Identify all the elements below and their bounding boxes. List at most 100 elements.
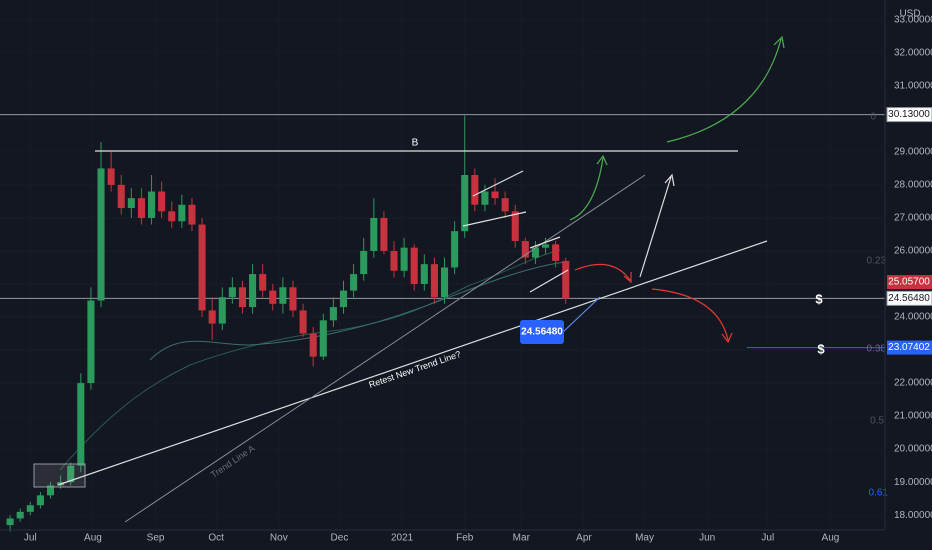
arrow — [639, 173, 675, 278]
y-tick-label: 22.00000 — [894, 378, 932, 389]
candles — [6, 115, 570, 532]
candle-body — [107, 168, 115, 185]
ma-line — [149, 261, 566, 361]
y-tick-label: 32.00000 — [894, 47, 932, 58]
candle-body — [87, 300, 95, 384]
y-tick-label: 24.00000 — [894, 312, 932, 323]
callout-text: 24.56480 — [521, 327, 563, 338]
fib-label: 0.5 — [870, 416, 884, 427]
candle-body — [339, 290, 348, 308]
price-label: 30.13000 — [888, 109, 930, 120]
fib-label: 0.23 — [867, 256, 887, 267]
candle-body — [158, 191, 166, 212]
y-tick-label: 27.00000 — [894, 213, 932, 224]
candle-body — [208, 310, 216, 324]
candle-body — [370, 217, 378, 251]
candle-body — [471, 175, 479, 205]
candle-body — [97, 168, 105, 301]
candle-body — [360, 250, 368, 275]
price-label: 25.05700 — [888, 277, 930, 288]
candle-body — [430, 264, 438, 298]
price-label-box — [886, 107, 932, 123]
candle-body — [552, 244, 560, 261]
arrow — [666, 35, 785, 143]
x-tick-label: Aug — [84, 533, 102, 544]
x-tick-label: Mar — [513, 533, 531, 544]
candle-body — [299, 310, 307, 334]
candle-body — [198, 224, 206, 311]
x-tick-label: Sep — [147, 533, 165, 544]
arrow — [574, 263, 632, 284]
dollar-mark: $ — [815, 291, 823, 306]
y-tick-label: 18.00000 — [894, 510, 932, 521]
y-tick-label: 31.00000 — [894, 80, 932, 91]
candle-body — [168, 211, 176, 222]
x-tick-label: Jul — [761, 533, 774, 544]
candle-body — [461, 175, 469, 232]
annotation: B — [412, 138, 419, 149]
dollar-mark: $ — [817, 341, 825, 356]
candle-body — [127, 198, 135, 209]
x-tick-label: 2021 — [391, 533, 414, 544]
candle-body — [178, 204, 186, 222]
candle-body — [440, 267, 449, 298]
candle-body — [6, 518, 14, 526]
candle-body — [309, 333, 317, 357]
channel-line — [529, 269, 569, 293]
candle-body — [137, 198, 145, 218]
y-tick-label: 21.00000 — [894, 411, 932, 422]
y-tick-label: 29.00000 — [894, 147, 932, 158]
candle-body — [380, 217, 388, 251]
price-label-box — [886, 290, 932, 306]
candle-body — [117, 184, 125, 209]
candle-body — [279, 287, 287, 304]
candle-body — [350, 274, 358, 291]
candle-body — [562, 260, 570, 299]
callout-line — [562, 296, 601, 333]
x-tick-label: Oct — [208, 533, 224, 544]
candle-body — [531, 247, 539, 258]
y-tick-label: 33.00000 — [894, 14, 932, 25]
candle-body — [249, 274, 257, 308]
candle-body — [238, 287, 247, 308]
x-tick-label: Feb — [456, 533, 474, 544]
price-label: 23.07402 — [888, 342, 930, 353]
candle-body — [400, 247, 408, 271]
candle-body — [148, 191, 156, 218]
candle-body — [521, 241, 529, 258]
price-label-box — [887, 275, 932, 290]
fib-label: 0.61 — [869, 488, 889, 499]
candle-body — [289, 287, 297, 311]
candle-body — [319, 320, 327, 357]
fib-label: 0 — [870, 112, 876, 123]
candle-body — [390, 250, 398, 271]
channel-line — [472, 170, 524, 197]
trend-line-a — [124, 174, 646, 523]
candle-body — [491, 191, 499, 199]
y-tick-label: 19.00000 — [894, 477, 932, 488]
candle-body — [329, 307, 337, 321]
x-tick-label: Nov — [270, 533, 288, 544]
x-tick-label: Jul — [24, 533, 37, 544]
x-tick-label: Aug — [822, 533, 840, 544]
price-label: 24.56480 — [888, 293, 930, 304]
candle-body — [269, 290, 277, 304]
channel-line — [462, 211, 527, 227]
x-tick-label: Dec — [331, 533, 349, 544]
candle-body — [67, 465, 75, 483]
candle-body — [77, 383, 85, 466]
candle-body — [218, 297, 226, 324]
arrow — [651, 288, 733, 344]
candle-body — [16, 511, 24, 519]
candle-body — [259, 274, 267, 291]
candle-body — [36, 495, 44, 506]
y-tick-label: 20.00000 — [894, 444, 932, 455]
candle-body — [451, 231, 459, 268]
channel-line — [529, 236, 561, 249]
candle-body — [26, 505, 34, 512]
candle-body — [501, 198, 509, 212]
candle-body — [511, 211, 519, 242]
currency: USD — [899, 9, 920, 20]
